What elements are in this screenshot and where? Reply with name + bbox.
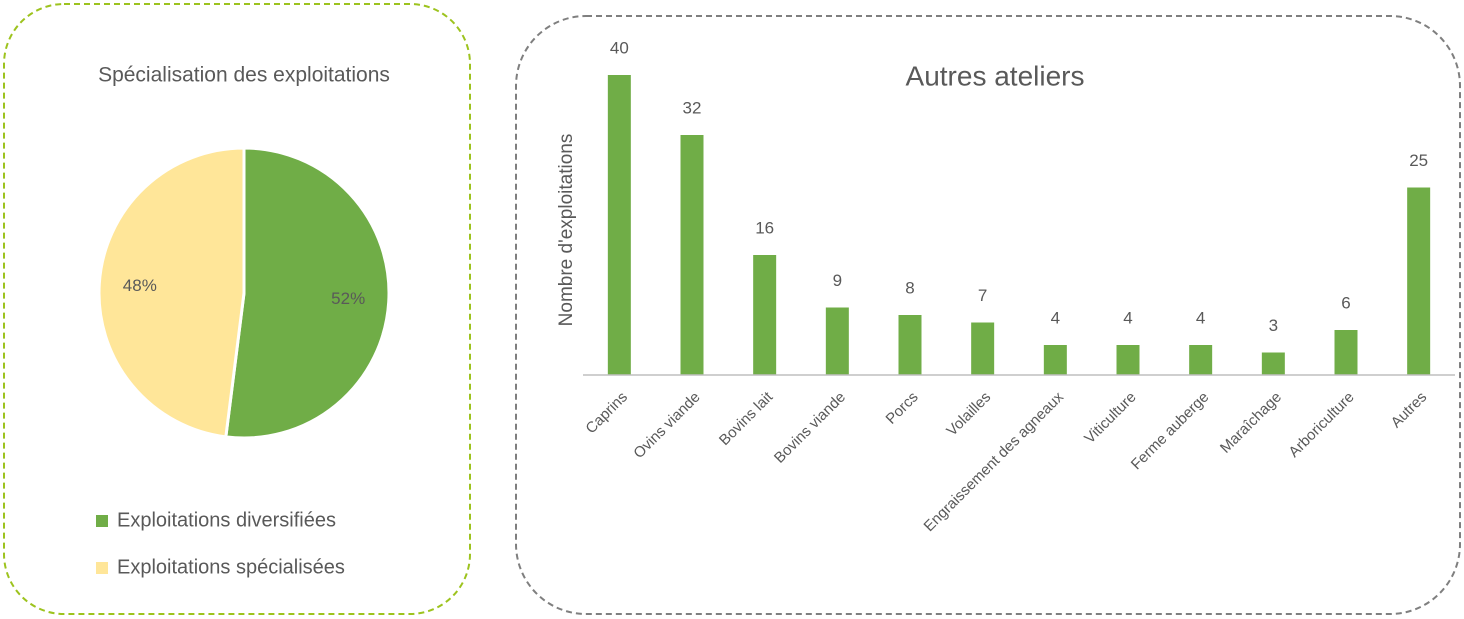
data-label: 8 [905, 278, 914, 297]
pie-slice [97, 146, 246, 439]
bar [1043, 345, 1067, 375]
data-label: 25 [1409, 151, 1428, 170]
bar [753, 255, 777, 375]
x-tick-label: Bovins lait [716, 388, 777, 449]
pie-slice [224, 146, 391, 440]
bar-title: Autres ateliers [906, 60, 1085, 91]
legend-swatch [96, 515, 108, 527]
bar-panel [515, 15, 1461, 615]
data-label: 3 [1269, 316, 1278, 335]
data-label: 4 [1051, 308, 1060, 327]
x-tick-label: Caprins [582, 389, 631, 438]
pie-panel [3, 3, 471, 615]
legend-label: Exploitations diversifiées [117, 509, 336, 531]
x-tick-label: Engraissement des agneaux [921, 388, 1068, 535]
data-label: 6 [1341, 293, 1350, 312]
pie-title: Spécialisation des exploitations [98, 64, 390, 87]
x-tick-label: Volailles [943, 389, 994, 440]
bar [971, 322, 995, 375]
x-tick-label: Ferme auberge [1128, 389, 1213, 474]
bar [825, 307, 849, 375]
x-tick-label: Ovins viande [630, 389, 703, 462]
bar [1116, 345, 1140, 375]
data-label: 40 [610, 38, 629, 57]
legend-label: Exploitations spécialisées [117, 556, 345, 578]
x-tick-label: Autres [1388, 389, 1431, 432]
slice-label: 48% [123, 276, 157, 295]
data-label: 7 [978, 286, 987, 305]
bar [898, 315, 922, 375]
data-label: 4 [1196, 308, 1205, 327]
y-axis-title: Nombre d'exploitations [556, 134, 577, 327]
x-tick-label: Viticulture [1081, 389, 1139, 447]
data-label: 4 [1123, 308, 1132, 327]
x-tick-label: Porcs [883, 389, 922, 428]
x-tick-label: Maraîchage [1217, 389, 1285, 457]
bar [1407, 187, 1431, 375]
slice-label: 52% [331, 289, 365, 308]
bar [1189, 345, 1213, 375]
legend-swatch [96, 562, 108, 574]
data-label: 16 [755, 218, 774, 237]
data-label: 32 [683, 98, 702, 117]
bar [1261, 352, 1285, 375]
bar [607, 75, 631, 375]
x-tick-label: Bovins viande [771, 389, 849, 467]
bar [1334, 330, 1358, 375]
bar [680, 135, 704, 375]
x-tick-label: Arboriculture [1285, 389, 1357, 461]
data-label: 9 [833, 271, 842, 290]
